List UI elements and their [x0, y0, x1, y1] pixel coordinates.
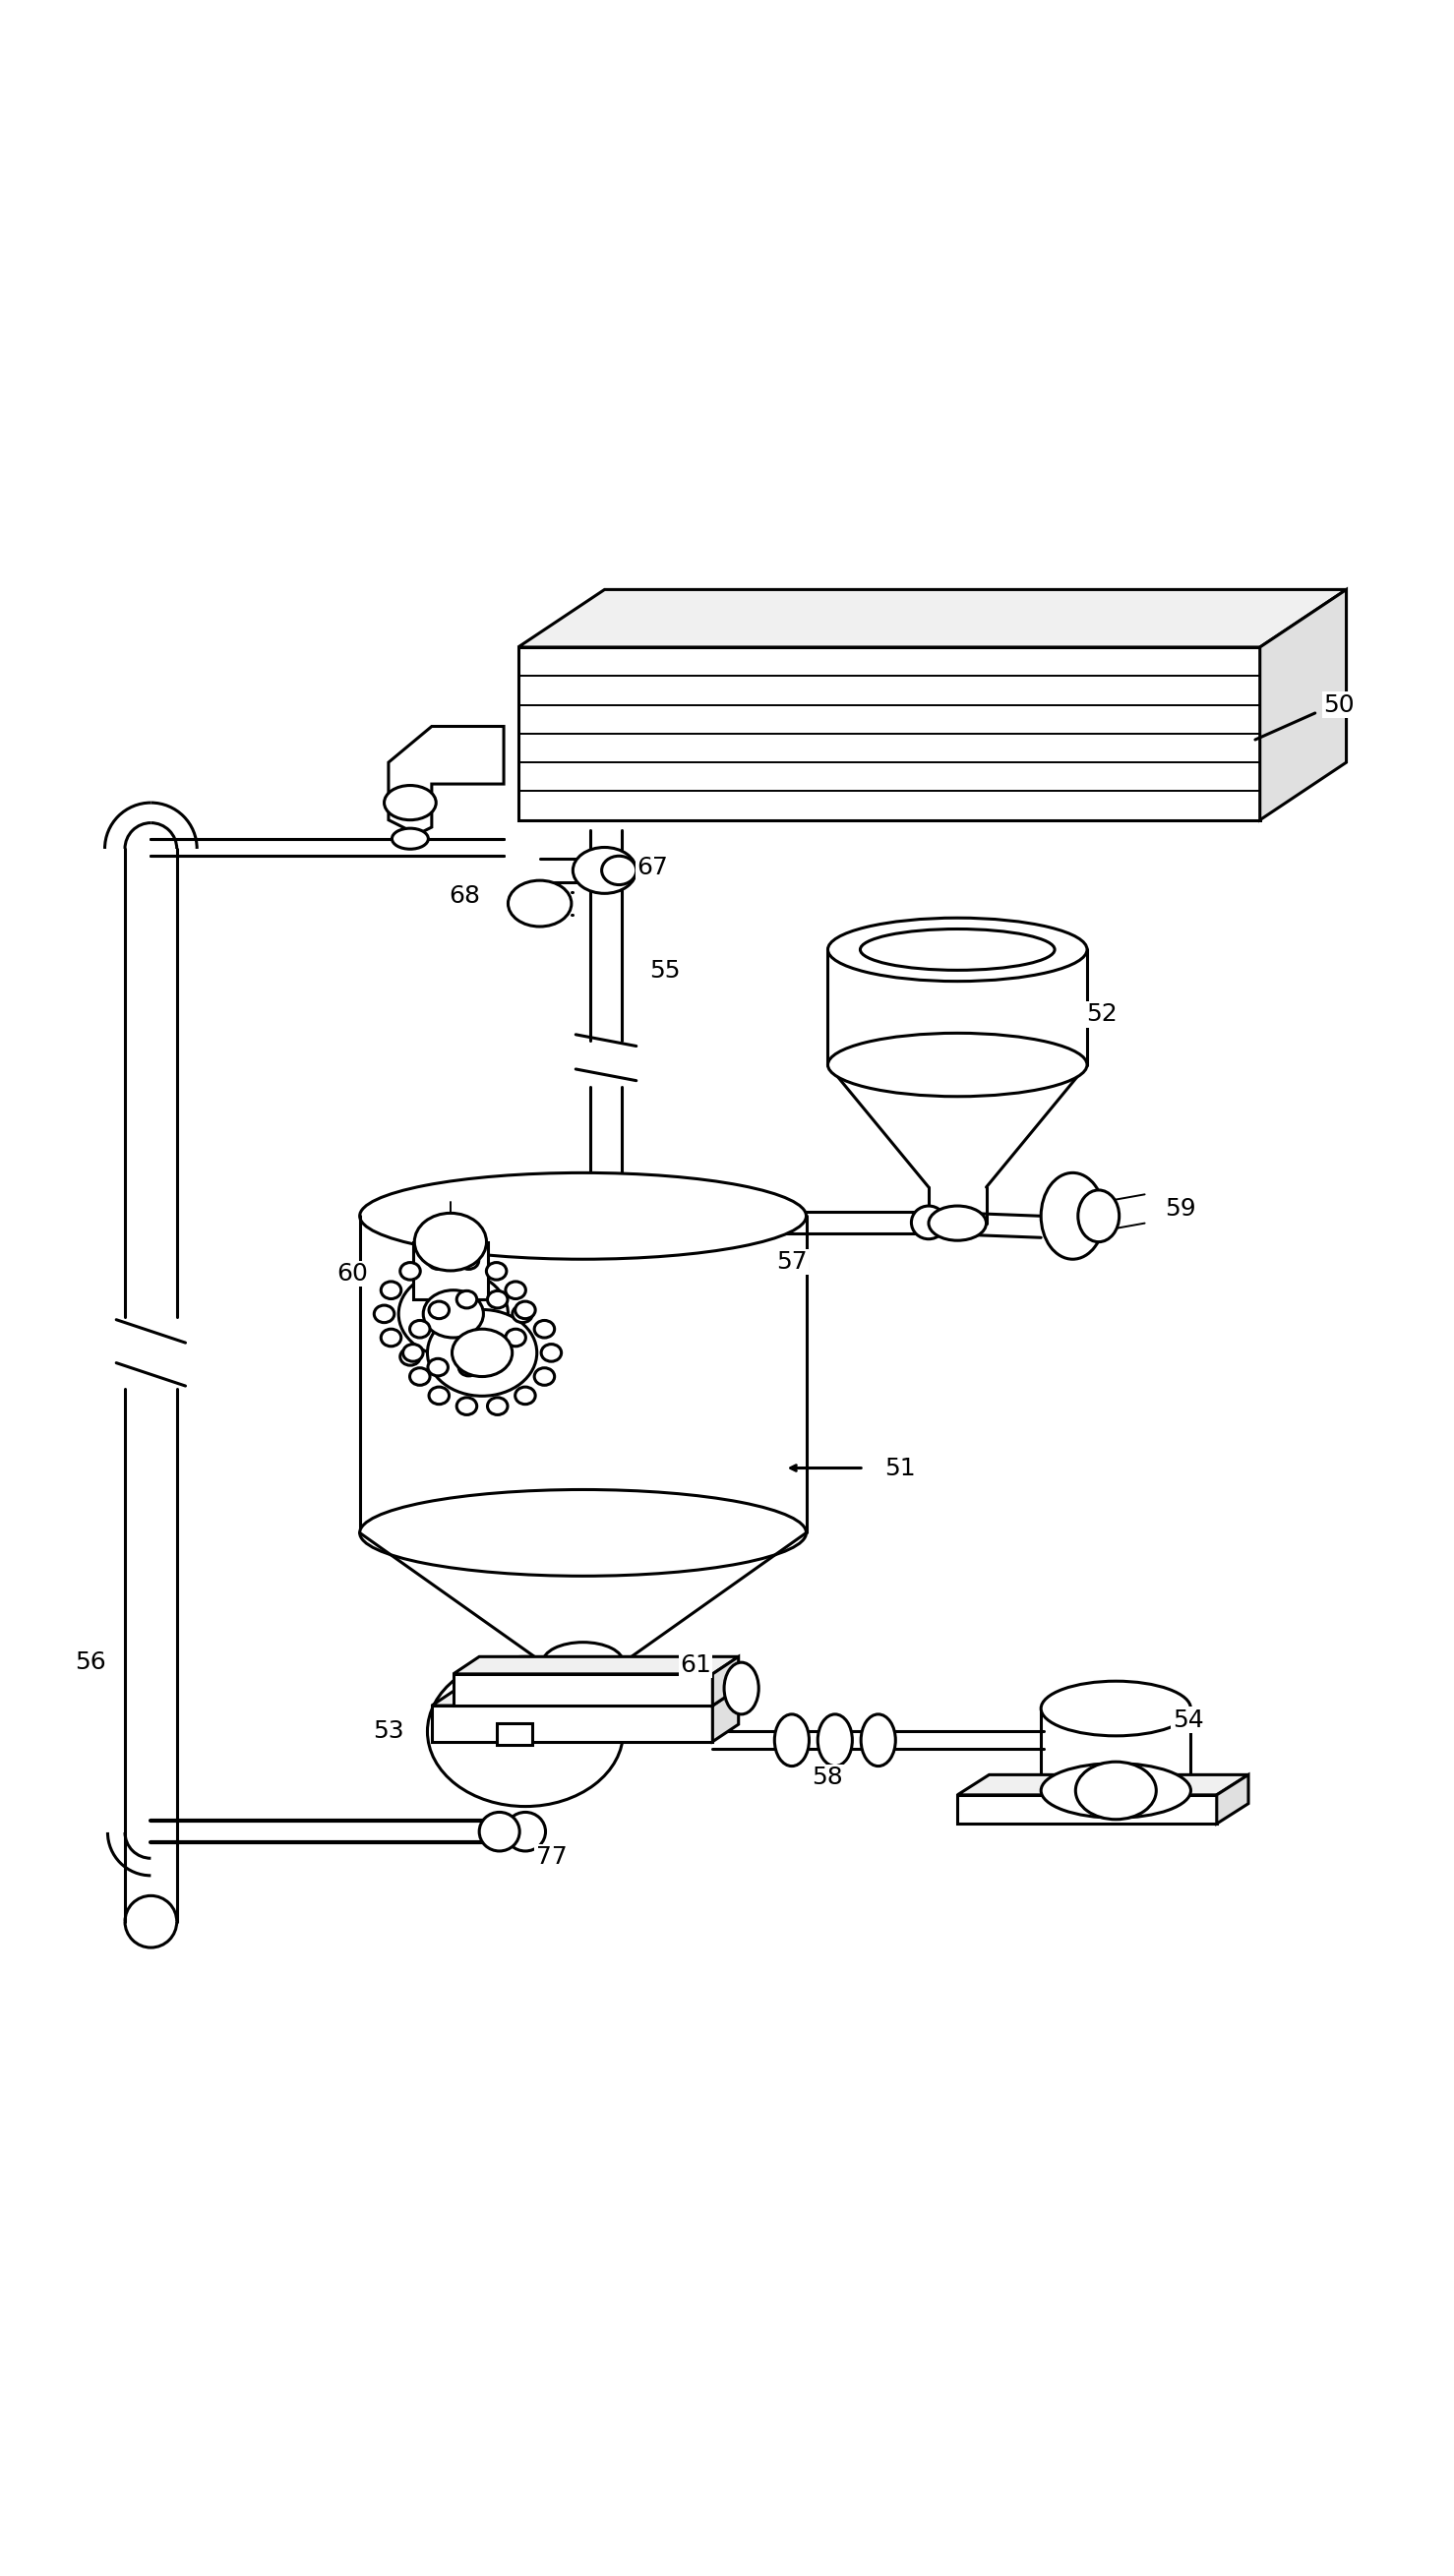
Ellipse shape	[515, 1386, 535, 1404]
Ellipse shape	[535, 1368, 554, 1386]
Text: 54: 54	[1172, 1708, 1204, 1731]
Ellipse shape	[429, 1301, 449, 1319]
Ellipse shape	[1041, 1172, 1105, 1260]
Text: 77: 77	[535, 1844, 567, 1868]
Ellipse shape	[912, 1206, 947, 1239]
Ellipse shape	[541, 1345, 561, 1363]
Ellipse shape	[512, 1306, 532, 1321]
Ellipse shape	[861, 930, 1054, 971]
Ellipse shape	[506, 1329, 526, 1347]
Text: 61: 61	[679, 1654, 711, 1677]
Ellipse shape	[452, 1329, 512, 1376]
Polygon shape	[712, 1687, 739, 1741]
Ellipse shape	[381, 1280, 401, 1298]
Ellipse shape	[457, 1399, 477, 1414]
Ellipse shape	[1041, 1762, 1191, 1819]
Polygon shape	[518, 590, 1346, 647]
Ellipse shape	[398, 1270, 507, 1358]
Ellipse shape	[410, 1368, 430, 1386]
Ellipse shape	[414, 1213, 487, 1270]
Ellipse shape	[457, 1291, 477, 1309]
Ellipse shape	[1041, 1682, 1191, 1736]
Polygon shape	[413, 1242, 489, 1298]
Ellipse shape	[487, 1291, 507, 1309]
Ellipse shape	[427, 1252, 448, 1270]
Polygon shape	[518, 647, 1261, 819]
Ellipse shape	[487, 1399, 507, 1414]
Text: 57: 57	[776, 1249, 807, 1275]
Ellipse shape	[359, 1172, 806, 1260]
Text: 67: 67	[637, 855, 667, 878]
Ellipse shape	[573, 848, 637, 894]
Ellipse shape	[486, 1347, 506, 1365]
Text: 60: 60	[337, 1262, 368, 1285]
Ellipse shape	[427, 1358, 448, 1376]
Ellipse shape	[400, 1347, 420, 1365]
Ellipse shape	[458, 1358, 478, 1376]
Ellipse shape	[359, 1489, 806, 1577]
Text: 55: 55	[650, 958, 680, 984]
Polygon shape	[712, 1656, 739, 1705]
Ellipse shape	[1076, 1762, 1156, 1819]
Ellipse shape	[1077, 1190, 1120, 1242]
Ellipse shape	[542, 1643, 624, 1682]
Polygon shape	[497, 1723, 532, 1744]
Ellipse shape	[602, 855, 637, 884]
Ellipse shape	[427, 1309, 537, 1396]
Text: 50: 50	[1323, 693, 1355, 716]
Ellipse shape	[515, 1301, 535, 1319]
Ellipse shape	[817, 1713, 852, 1767]
Polygon shape	[432, 1687, 739, 1705]
Text: 68: 68	[449, 884, 481, 909]
Ellipse shape	[423, 1291, 483, 1337]
Ellipse shape	[505, 1811, 545, 1852]
Text: 51: 51	[884, 1455, 916, 1479]
Text: 58: 58	[813, 1765, 843, 1790]
Ellipse shape	[535, 1321, 554, 1337]
Ellipse shape	[410, 1321, 430, 1337]
Polygon shape	[454, 1656, 739, 1674]
Ellipse shape	[381, 1329, 401, 1347]
Polygon shape	[957, 1775, 1249, 1795]
Ellipse shape	[429, 1386, 449, 1404]
Ellipse shape	[827, 917, 1088, 981]
Ellipse shape	[486, 1262, 506, 1280]
Polygon shape	[1217, 1775, 1249, 1824]
Ellipse shape	[480, 1811, 519, 1852]
Ellipse shape	[403, 1345, 423, 1363]
Ellipse shape	[775, 1713, 808, 1767]
Ellipse shape	[861, 1713, 896, 1767]
Polygon shape	[388, 726, 503, 835]
Ellipse shape	[393, 829, 429, 850]
Polygon shape	[957, 1795, 1217, 1824]
Ellipse shape	[506, 1280, 526, 1298]
Polygon shape	[432, 1705, 712, 1741]
Ellipse shape	[374, 1306, 394, 1321]
Ellipse shape	[384, 786, 436, 819]
Text: 56: 56	[74, 1651, 106, 1674]
Ellipse shape	[507, 881, 571, 927]
Text: 52: 52	[1086, 1002, 1117, 1025]
Polygon shape	[1261, 590, 1346, 819]
Text: 53: 53	[374, 1721, 404, 1744]
Ellipse shape	[827, 1033, 1088, 1097]
Polygon shape	[454, 1674, 712, 1705]
Ellipse shape	[724, 1662, 759, 1713]
Text: 59: 59	[1165, 1198, 1197, 1221]
Ellipse shape	[427, 1656, 624, 1806]
Ellipse shape	[400, 1262, 420, 1280]
Ellipse shape	[929, 1206, 986, 1242]
Ellipse shape	[458, 1252, 478, 1270]
